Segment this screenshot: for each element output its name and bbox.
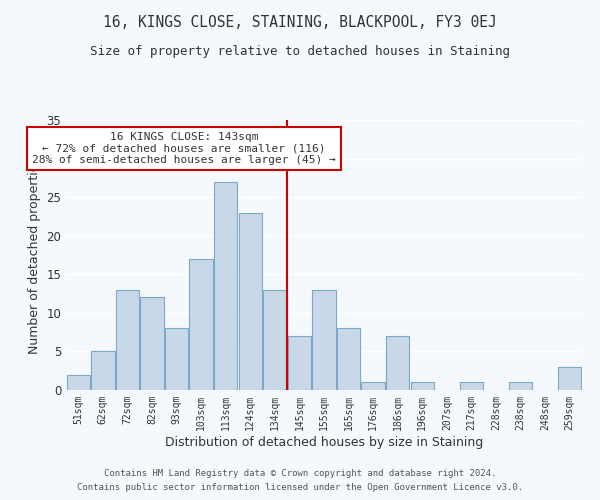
Text: Contains public sector information licensed under the Open Government Licence v3: Contains public sector information licen… [77,484,523,492]
Bar [558,367,581,390]
Text: 16 KINGS CLOSE: 143sqm
← 72% of detached houses are smaller (116)
28% of semi-de: 16 KINGS CLOSE: 143sqm ← 72% of detached… [32,132,336,165]
Bar [140,298,164,390]
Bar [214,182,238,390]
Bar [91,352,115,390]
Bar [509,382,532,390]
Bar [116,290,139,390]
Text: Size of property relative to detached houses in Staining: Size of property relative to detached ho… [90,45,510,58]
X-axis label: Distribution of detached houses by size in Staining: Distribution of detached houses by size … [165,436,483,448]
Bar [361,382,385,390]
Bar [190,259,213,390]
Bar [386,336,409,390]
Bar [165,328,188,390]
Bar [288,336,311,390]
Y-axis label: Number of detached properties: Number of detached properties [28,156,41,354]
Bar [410,382,434,390]
Bar [67,374,90,390]
Bar [337,328,360,390]
Bar [239,212,262,390]
Bar [460,382,483,390]
Bar [313,290,335,390]
Text: 16, KINGS CLOSE, STAINING, BLACKPOOL, FY3 0EJ: 16, KINGS CLOSE, STAINING, BLACKPOOL, FY… [103,15,497,30]
Bar [263,290,287,390]
Text: Contains HM Land Registry data © Crown copyright and database right 2024.: Contains HM Land Registry data © Crown c… [104,468,496,477]
